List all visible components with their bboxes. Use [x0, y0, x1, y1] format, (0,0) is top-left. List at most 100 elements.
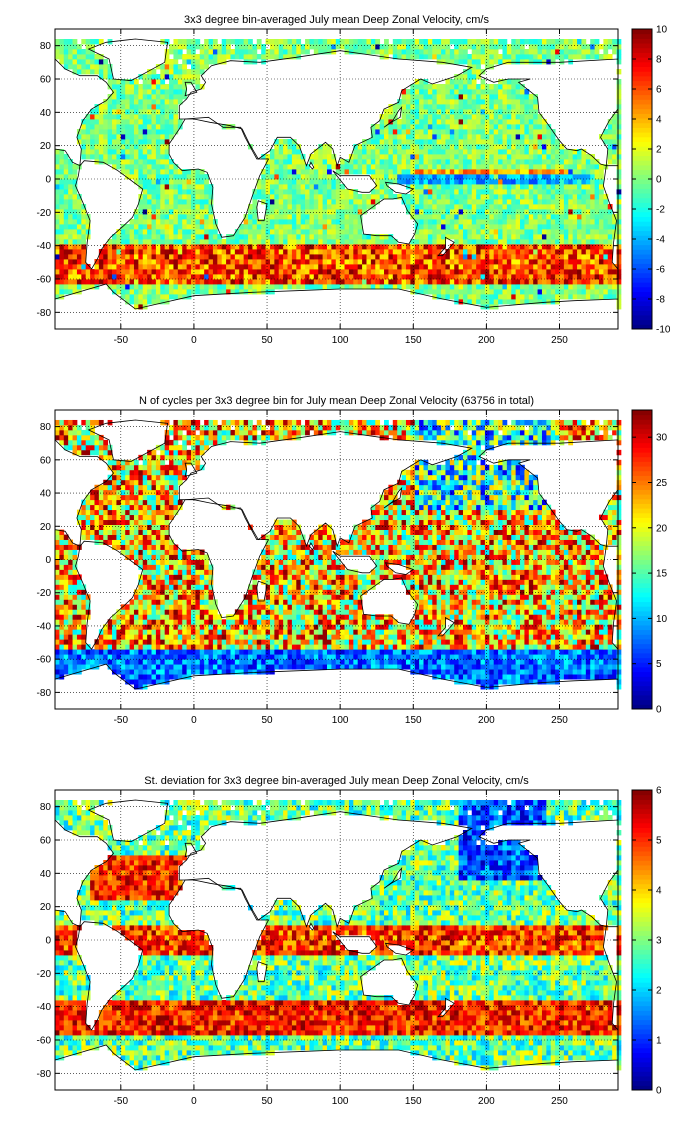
- heatmap-cell: [160, 139, 166, 145]
- heatmap-cell: [212, 44, 218, 50]
- heatmap-cell: [147, 214, 152, 220]
- heatmap-cell: [169, 84, 174, 90]
- heatmap-cell: [559, 234, 565, 240]
- heatmap-cell: [559, 264, 565, 270]
- colorbar-tick-label: -4: [656, 235, 665, 246]
- heatmap-cell: [300, 204, 306, 210]
- heatmap-cell: [256, 279, 262, 285]
- heatmap-cell: [182, 249, 188, 255]
- heatmap-cell: [90, 129, 95, 135]
- heatmap-cell: [177, 269, 183, 275]
- heatmap-cell: [572, 669, 578, 675]
- heatmap-cell: [204, 189, 209, 195]
- heatmap-cell: [76, 194, 82, 200]
- heatmap-cell: [555, 244, 560, 250]
- heatmap-cell: [326, 144, 332, 150]
- heatmap-cell: [515, 254, 521, 260]
- heatmap-cell: [555, 169, 560, 175]
- heatmap-cell: [612, 229, 617, 235]
- heatmap-cell: [511, 189, 517, 195]
- heatmap-cell: [414, 104, 420, 110]
- heatmap-cell: [432, 189, 438, 195]
- heatmap-cell: [493, 669, 499, 675]
- heatmap-cell: [217, 284, 223, 290]
- heatmap-cell: [147, 164, 152, 170]
- heatmap-cell: [559, 219, 565, 225]
- heatmap-cell: [164, 174, 170, 180]
- heatmap-cell: [348, 194, 354, 200]
- heatmap-cell: [177, 204, 183, 210]
- heatmap-cell: [449, 39, 455, 45]
- heatmap-cell: [133, 139, 139, 145]
- heatmap-cell: [441, 89, 446, 95]
- heatmap-cell: [506, 139, 512, 145]
- heatmap-cell: [348, 49, 354, 55]
- heatmap-cell: [274, 209, 280, 215]
- heatmap-cell: [331, 259, 337, 265]
- heatmap-cell: [133, 269, 139, 275]
- heatmap-cell: [533, 184, 538, 190]
- heatmap-cell: [309, 239, 315, 245]
- heatmap-cell: [581, 234, 587, 240]
- heatmap-cell: [449, 159, 455, 165]
- heatmap-cell: [116, 229, 122, 235]
- heatmap-cell: [555, 224, 560, 230]
- heatmap-cell: [212, 224, 218, 230]
- heatmap-cell: [72, 184, 78, 190]
- heatmap-cell: [133, 264, 139, 270]
- heatmap-cell: [366, 244, 372, 250]
- heatmap-cell: [419, 109, 424, 115]
- heatmap-cell: [155, 129, 161, 135]
- heatmap-cell: [559, 39, 565, 45]
- heatmap-cell: [90, 49, 95, 55]
- heatmap-cell: [414, 119, 420, 125]
- heatmap-cell: [454, 119, 460, 125]
- heatmap-cell: [476, 264, 481, 270]
- heatmap-cell: [388, 274, 394, 280]
- heatmap-cell: [353, 164, 359, 170]
- heatmap-cell: [401, 174, 407, 180]
- heatmap-cell: [414, 249, 420, 255]
- heatmap-cell: [397, 194, 402, 200]
- heatmap-cell: [524, 109, 530, 115]
- heatmap-cell: [151, 224, 157, 230]
- heatmap-cell: [186, 669, 192, 675]
- heatmap-cell: [353, 149, 359, 155]
- heatmap-cell: [498, 94, 503, 100]
- heatmap-cell: [410, 104, 416, 110]
- heatmap-cell: [423, 119, 429, 125]
- heatmap-cell: [287, 174, 293, 180]
- heatmap-cell: [169, 114, 174, 120]
- heatmap-cell: [164, 234, 170, 240]
- heatmap-cell: [458, 59, 464, 65]
- heatmap-cell: [107, 279, 113, 285]
- heatmap-cell: [300, 44, 306, 50]
- heatmap-cell: [489, 239, 495, 245]
- heatmap-cell: [81, 239, 87, 245]
- heatmap-cell: [357, 259, 363, 265]
- heatmap-cell: [520, 164, 525, 170]
- heatmap-cell: [511, 59, 517, 65]
- heatmap-cell: [283, 249, 288, 255]
- heatmap-cell: [169, 174, 174, 180]
- heatmap-cell: [449, 119, 455, 125]
- heatmap-cell: [261, 269, 266, 275]
- heatmap-cell: [484, 44, 490, 50]
- heatmap-cell: [142, 254, 148, 260]
- heatmap-cell: [392, 274, 398, 280]
- heatmap-cell: [528, 194, 534, 200]
- heatmap-cell: [432, 99, 438, 105]
- heatmap-cell: [370, 149, 376, 155]
- heatmap-cell: [177, 119, 183, 125]
- heatmap-cell: [169, 59, 174, 65]
- heatmap-cell: [340, 194, 345, 200]
- heatmap-cell: [204, 49, 209, 55]
- heatmap-cell: [502, 204, 508, 210]
- heatmap-cell: [537, 159, 543, 165]
- heatmap-cell: [467, 669, 473, 675]
- heatmap-cell: [397, 124, 402, 130]
- heatmap-cell: [515, 194, 521, 200]
- heatmap-cell: [419, 184, 424, 190]
- colorbar-swatch: [632, 216, 652, 222]
- heatmap-cell: [449, 144, 455, 150]
